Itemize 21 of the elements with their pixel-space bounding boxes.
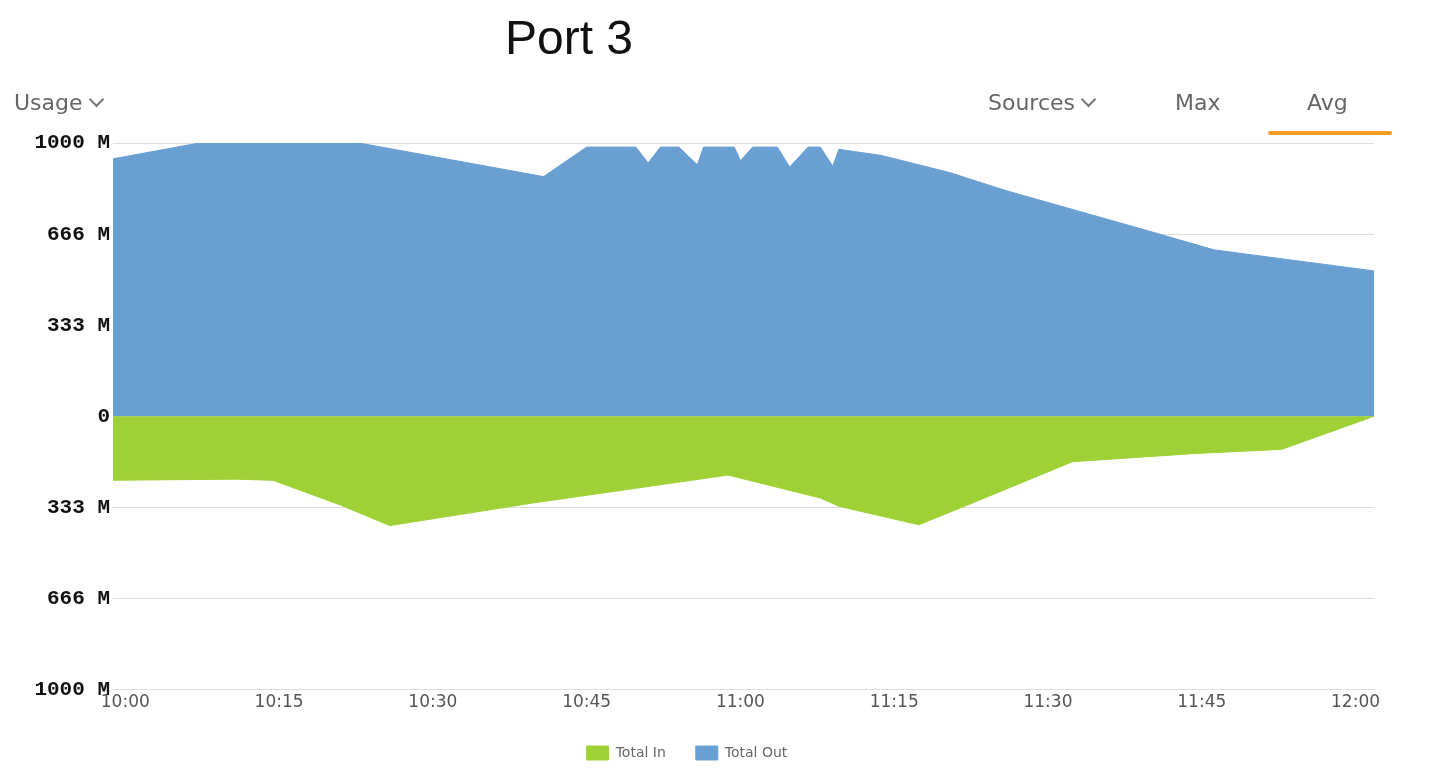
text: Avg <box>1307 90 1348 115</box>
y-tick-label: 333 M <box>46 495 110 519</box>
y-tick-label: 333 M <box>46 313 110 337</box>
x-tick-label: 10:15 <box>254 691 304 712</box>
legend-label: Total In <box>614 743 666 760</box>
x-tick-label: 11:45 <box>1177 691 1227 712</box>
x-tick-label: 11:00 <box>715 691 765 712</box>
text: Max <box>1175 90 1221 115</box>
text: Sources <box>988 90 1076 115</box>
x-tick-label: 10:45 <box>562 691 612 712</box>
x-tick-label: 12:00 <box>1331 691 1381 712</box>
y-tick-label: 666 M <box>46 222 110 246</box>
y-tick-label: 666 M <box>46 586 110 610</box>
y-tick-label: 0 <box>97 404 110 428</box>
x-tick-label: 11:15 <box>869 691 919 712</box>
legend-label: Total Out <box>723 743 788 760</box>
x-tick-label: 10:30 <box>408 691 458 712</box>
x-tick-label: 11:30 <box>1023 691 1073 712</box>
text: Usage <box>14 90 83 115</box>
chart-title: Port 3 <box>505 10 634 65</box>
y-tick-label: 1000 M <box>34 131 110 155</box>
